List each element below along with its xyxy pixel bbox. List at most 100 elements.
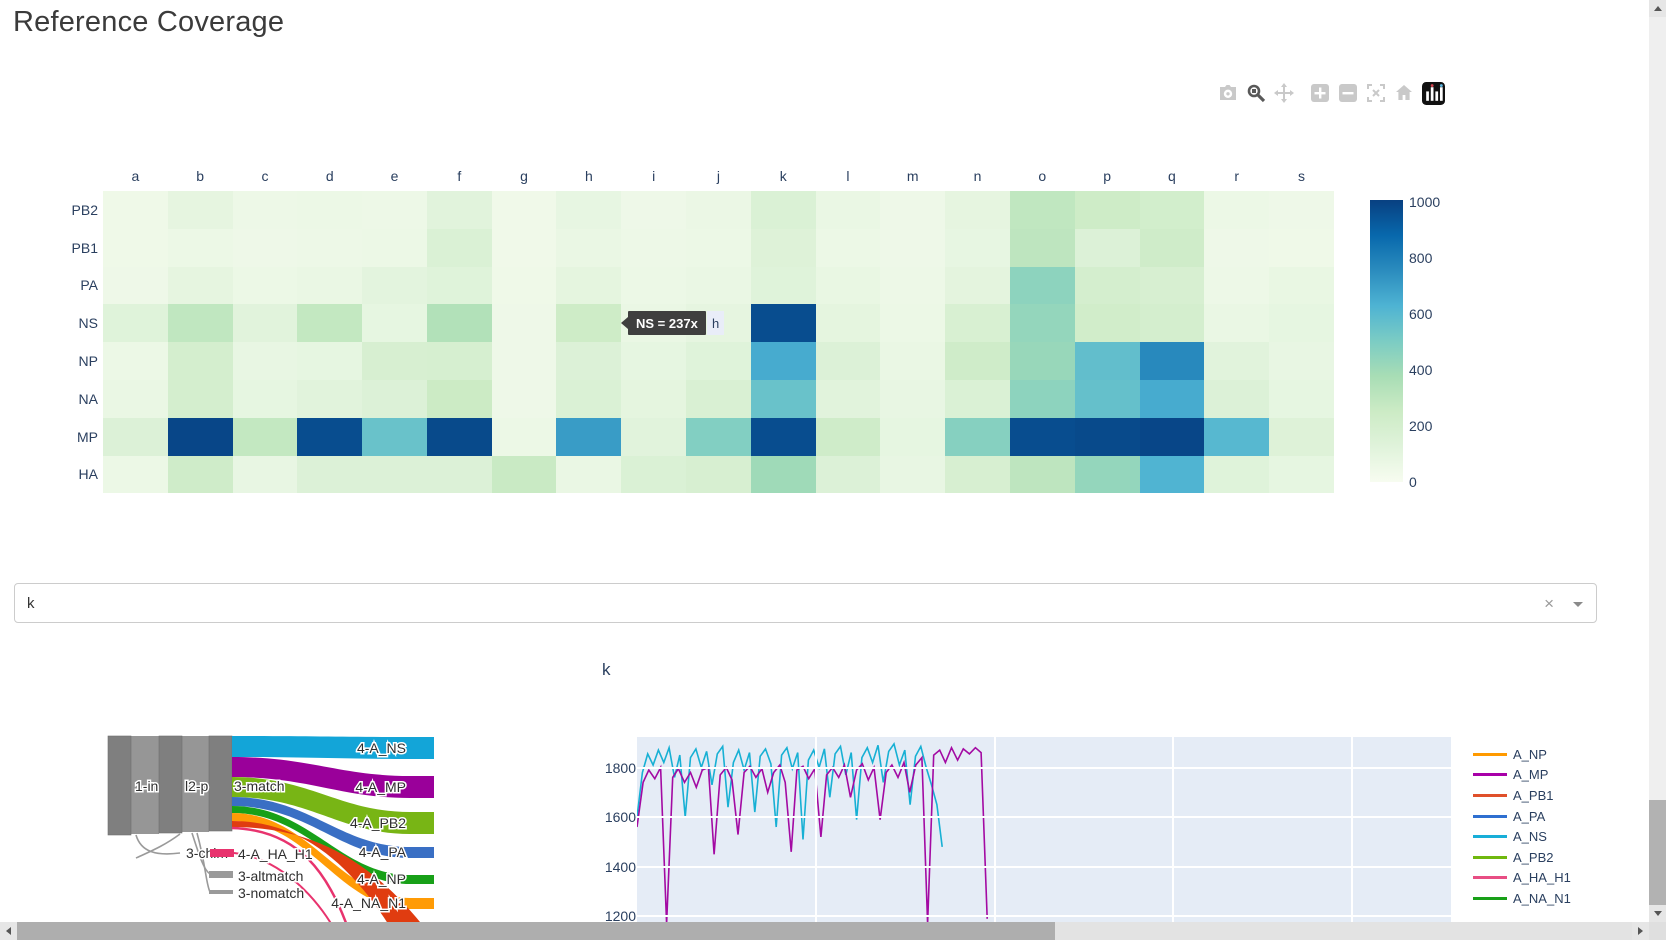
heatmap-cell-a-PB2[interactable]: [103, 191, 168, 229]
heatmap-cell-r-NS[interactable]: [1204, 304, 1270, 343]
heatmap-cell-r-PB1[interactable]: [1204, 228, 1270, 267]
heatmap-cell-o-PB2[interactable]: [1009, 191, 1075, 229]
heatmap-cell-r-MP[interactable]: [1204, 417, 1270, 456]
heatmap-cell-f-MP[interactable]: [426, 417, 492, 456]
heatmap-cell-l-HA[interactable]: [815, 455, 881, 494]
heatmap-cell-a-NS[interactable]: [103, 304, 168, 343]
heatmap-cell-k-NS[interactable]: [750, 304, 816, 343]
scroll-left-icon[interactable]: [0, 922, 17, 940]
heatmap-cell-c-PB1[interactable]: [232, 228, 298, 267]
heatmap-cell-j-MP[interactable]: [686, 417, 751, 456]
heatmap-cell-n-PA[interactable]: [945, 266, 1010, 305]
heatmap-cell-a-HA[interactable]: [103, 455, 168, 494]
heatmap-cell-g-HA[interactable]: [491, 455, 557, 494]
heatmap-cell-a-PA[interactable]: [103, 266, 168, 305]
heatmap-cell-h-PA[interactable]: [556, 266, 622, 305]
heatmap-cell-g-NA[interactable]: [491, 379, 557, 418]
heatmap-cell-j-HA[interactable]: [686, 455, 751, 494]
heatmap-cell-n-NP[interactable]: [945, 342, 1010, 380]
heatmap-cell-n-HA[interactable]: [945, 455, 1010, 494]
heatmap-cell-c-PB2[interactable]: [232, 191, 298, 229]
sankey-flow-offscreen-red[interactable]: [232, 821, 434, 922]
sankey-link-gray[interactable]: [131, 736, 159, 834]
heatmap-cell-q-MP[interactable]: [1139, 417, 1205, 456]
heatmap-cell-s-MP[interactable]: [1269, 417, 1334, 456]
heatmap-cell-n-PB2[interactable]: [945, 191, 1010, 229]
heatmap-cell-m-NA[interactable]: [880, 379, 946, 418]
heatmap-cell-l-PB1[interactable]: [815, 228, 881, 267]
heatmap-cell-k-NP[interactable]: [750, 342, 816, 380]
heatmap-cell-q-PB2[interactable]: [1139, 191, 1205, 229]
sankey-node-l2-p[interactable]: [158, 735, 183, 834]
legend-item-A_NA_N1[interactable]: A_NA_N1: [1473, 888, 1571, 909]
heatmap-cell-l-MP[interactable]: [815, 417, 881, 456]
reset-home-icon[interactable]: [1394, 83, 1414, 103]
heatmap-cell-q-HA[interactable]: [1139, 455, 1205, 494]
sankey-link-gray[interactable]: [182, 736, 209, 832]
heatmap-cell-b-HA[interactable]: [167, 455, 233, 494]
heatmap-cell-g-MP[interactable]: [491, 417, 557, 456]
heatmap-cell-i-PA[interactable]: [621, 266, 687, 305]
heatmap-cell-p-MP[interactable]: [1074, 417, 1140, 456]
heatmap-cell-f-PB2[interactable]: [426, 191, 492, 229]
sankey-flow-4-A_NS[interactable]: [232, 736, 410, 759]
heatmap-cell-k-HA[interactable]: [750, 455, 816, 494]
heatmap-cell-e-NS[interactable]: [362, 304, 427, 343]
sankey-node-3-altmatch[interactable]: [209, 871, 233, 878]
heatmap-cell-f-HA[interactable]: [426, 455, 492, 494]
legend-item-A_MP[interactable]: A_MP: [1473, 765, 1571, 786]
reference-coverage-heatmap[interactable]: [103, 191, 1335, 494]
heatmap-cell-e-HA[interactable]: [362, 455, 427, 494]
heatmap-cell-c-NP[interactable]: [232, 342, 298, 380]
heatmap-cell-d-MP[interactable]: [297, 417, 363, 456]
heatmap-cell-s-NA[interactable]: [1269, 379, 1334, 418]
heatmap-cell-p-NA[interactable]: [1074, 379, 1140, 418]
heatmap-cell-j-PB1[interactable]: [686, 228, 751, 267]
heatmap-cell-c-MP[interactable]: [232, 417, 298, 456]
heatmap-cell-b-NP[interactable]: [167, 342, 233, 380]
heatmap-cell-f-NS[interactable]: [426, 304, 492, 343]
sankey-node-1-in[interactable]: [107, 735, 132, 836]
heatmap-cell-n-NA[interactable]: [945, 379, 1010, 418]
heatmap-cell-p-HA[interactable]: [1074, 455, 1140, 494]
vertical-scrollbar[interactable]: [1649, 0, 1666, 922]
sankey-node-4-A_NP[interactable]: [410, 875, 434, 884]
sankey-node-4-A_PB2[interactable]: [410, 812, 434, 834]
zoom-out-icon[interactable]: [1338, 83, 1358, 103]
sankey-node-4-A_NS[interactable]: [410, 737, 434, 759]
pan-icon[interactable]: [1274, 83, 1294, 103]
heatmap-cell-p-PA[interactable]: [1074, 266, 1140, 305]
heatmap-cell-d-NA[interactable]: [297, 379, 363, 418]
heatmap-cell-h-PB2[interactable]: [556, 191, 622, 229]
heatmap-cell-g-PB2[interactable]: [491, 191, 557, 229]
heatmap-cell-o-PA[interactable]: [1009, 266, 1075, 305]
heatmap-cell-l-NS[interactable]: [815, 304, 881, 343]
heatmap-cell-q-NA[interactable]: [1139, 379, 1205, 418]
heatmap-cell-d-PA[interactable]: [297, 266, 363, 305]
sankey-node-4-A_PA[interactable]: [410, 847, 434, 858]
sankey-node-3-nomatch[interactable]: [209, 890, 233, 894]
heatmap-cell-m-NP[interactable]: [880, 342, 946, 380]
heatmap-cell-m-MP[interactable]: [880, 417, 946, 456]
heatmap-cell-p-NS[interactable]: [1074, 304, 1140, 343]
heatmap-cell-q-NS[interactable]: [1139, 304, 1205, 343]
heatmap-cell-d-HA[interactable]: [297, 455, 363, 494]
heatmap-cell-h-HA[interactable]: [556, 455, 622, 494]
series-line-A_NS[interactable]: [637, 742, 943, 847]
heatmap-cell-i-PB1[interactable]: [621, 228, 687, 267]
heatmap-cell-n-PB1[interactable]: [945, 228, 1010, 267]
horizontal-scroll-thumb[interactable]: [17, 922, 1055, 940]
heatmap-cell-b-PB1[interactable]: [167, 228, 233, 267]
heatmap-cell-i-HA[interactable]: [621, 455, 687, 494]
sankey-node-3-match[interactable]: [208, 735, 233, 832]
heatmap-cell-h-PB1[interactable]: [556, 228, 622, 267]
horizontal-scrollbar[interactable]: [0, 922, 1649, 940]
heatmap-cell-s-PB1[interactable]: [1269, 228, 1334, 267]
heatmap-cell-f-NA[interactable]: [426, 379, 492, 418]
heatmap-cell-d-PB1[interactable]: [297, 228, 363, 267]
zoom-icon[interactable]: [1246, 83, 1266, 103]
legend-item-A_PA[interactable]: A_PA: [1473, 806, 1571, 827]
heatmap-cell-g-NP[interactable]: [491, 342, 557, 380]
heatmap-cell-m-PA[interactable]: [880, 266, 946, 305]
heatmap-cell-l-NP[interactable]: [815, 342, 881, 380]
